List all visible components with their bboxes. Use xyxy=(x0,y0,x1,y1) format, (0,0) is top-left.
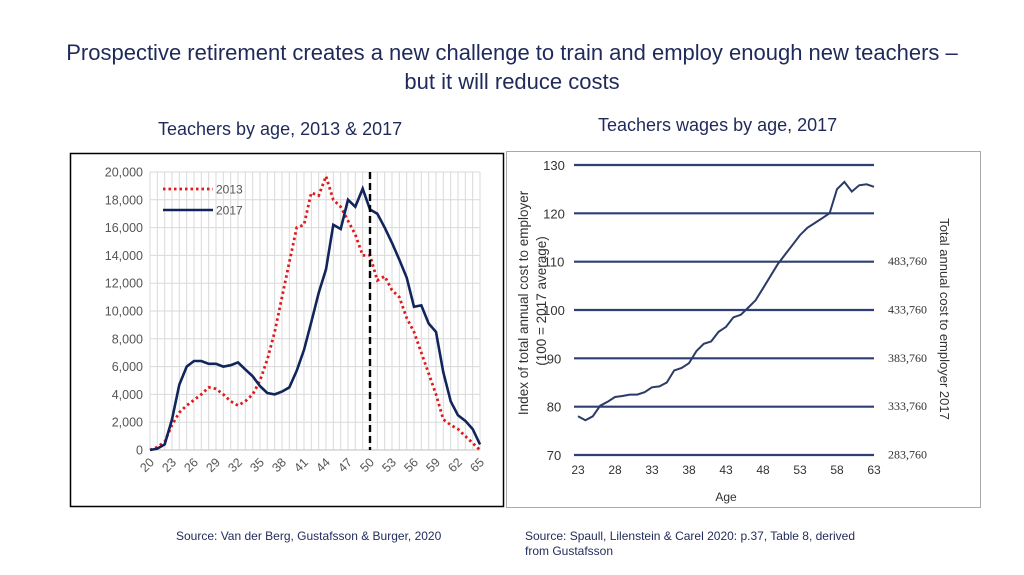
right-y-tick-label: 120 xyxy=(543,206,565,221)
right-chart-source: Source: Spaull, Lilenstein & Carel 2020:… xyxy=(525,529,855,558)
right-chart-frame xyxy=(506,151,981,508)
right-y2-tick-label: 283,760 xyxy=(888,448,927,462)
wage-index-line xyxy=(577,180,875,422)
legend-2017-label: 2017 xyxy=(216,204,243,218)
right-y2-tick-label: 333,760 xyxy=(888,399,927,413)
right-x-tick-label: 48 xyxy=(756,463,770,477)
left-chart-y-ticks: 0 2,000 4,000 6,000 8,000 10,000 12,000 14,000 1… xyxy=(105,166,143,458)
right-x-tick-label: 58 xyxy=(830,463,844,477)
left-y-tick-label: 12,000 xyxy=(105,277,143,291)
left-y-tick-label: 0 xyxy=(136,444,143,458)
left-chart-frame xyxy=(69,152,505,508)
left-chart-source: Source: Van der Berg, Gustafsson & Burge… xyxy=(176,529,442,543)
right-y2-tick-label: 433,760 xyxy=(888,303,927,317)
slide-title: Prospective retirement creates a new cha… xyxy=(66,40,958,94)
right-chart-subtitle: Teachers wages by age, 2017 xyxy=(598,115,838,135)
right-chart-grid xyxy=(574,163,874,457)
right-x-tick-label: 63 xyxy=(867,463,881,477)
left-chart-subtitle: Teachers by age, 2013 & 2017 xyxy=(158,119,403,139)
right-y-tick-label: 100 xyxy=(543,303,565,318)
right-x-tick-label: 38 xyxy=(682,463,696,477)
right-y-tick-label: 110 xyxy=(544,255,565,270)
left-y-tick-label: 2,000 xyxy=(112,416,143,430)
right-chart-y2-axis-label: Total annual cost to employer 2017 xyxy=(937,218,952,420)
left-y-tick-label: 10,000 xyxy=(105,305,143,319)
right-x-tick-label: 43 xyxy=(719,463,733,477)
right-y2-tick-label: 483,760 xyxy=(888,254,927,268)
right-y2-tick-label: 383,760 xyxy=(888,351,927,365)
legend-2013-label: 2013 xyxy=(216,183,243,197)
right-x-tick-label: 53 xyxy=(793,463,807,477)
series-2017-line xyxy=(149,185,482,452)
right-chart-y2-ticks: 283,760 333,760 383,760 433,760 483,760 xyxy=(888,254,927,461)
right-chart-x-axis-label: Age xyxy=(715,490,737,504)
left-y-tick-label: 20,000 xyxy=(105,166,143,180)
right-y-tick-label: 80 xyxy=(547,400,561,415)
left-chart-legend: 2013 2017 xyxy=(163,183,243,218)
right-chart-x-ticks: 23 28 33 38 43 48 53 58 63 xyxy=(571,463,881,477)
teachers-by-age-chart: 0 2,000 4,000 6,000 8,000 10,000 12,000 14,000 1… xyxy=(69,152,505,508)
left-chart-grid xyxy=(149,171,481,451)
left-y-tick-label: 16,000 xyxy=(105,221,143,235)
right-x-tick-label: 23 xyxy=(571,463,585,477)
right-chart-y-ticks: 70 80 90 100 110 120 130 xyxy=(543,158,565,463)
right-y-tick-label: 90 xyxy=(547,351,561,366)
right-x-tick-label: 28 xyxy=(608,463,622,477)
right-chart-y-axis-label: Index of total annual cost to employer (… xyxy=(516,187,549,415)
series-2013-line xyxy=(149,171,481,452)
left-y-tick-label: 14,000 xyxy=(105,249,143,263)
left-y-tick-label: 6,000 xyxy=(112,360,143,374)
left-y-tick-label: 4,000 xyxy=(112,388,143,402)
left-y-tick-label: 18,000 xyxy=(105,193,143,207)
left-y-tick-label: 8,000 xyxy=(112,332,143,346)
teachers-wages-chart: 70 80 90 100 110 120 130 283,760 333,760 383,760… xyxy=(506,151,981,508)
right-y-tick-label: 70 xyxy=(547,448,561,463)
right-y-tick-label: 130 xyxy=(543,158,565,173)
right-x-tick-label: 33 xyxy=(645,463,659,477)
